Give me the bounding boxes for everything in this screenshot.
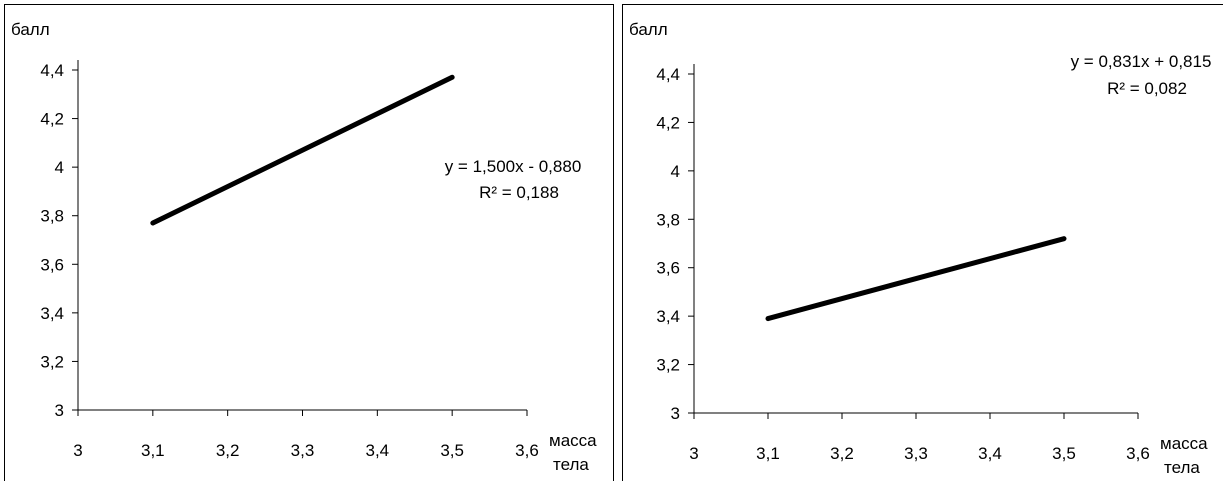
y-tick-label: 4 — [55, 158, 64, 177]
x-axis-title-line2: тела — [553, 455, 589, 474]
y-tick-label: 4,2 — [40, 110, 64, 129]
y-axis-title: балл — [11, 20, 50, 39]
y-tick-label: 3,8 — [40, 207, 64, 226]
x-tick-label: 3,1 — [756, 444, 780, 463]
y-tick-label: 3 — [671, 404, 680, 423]
x-tick-label: 3,2 — [216, 441, 240, 460]
x-tick-label: 3 — [73, 441, 82, 460]
x-tick-label: 3,6 — [1126, 444, 1150, 463]
y-tick-label: 3,2 — [656, 356, 680, 375]
r-squared-label: R² = 0,082 — [1107, 79, 1187, 98]
y-tick-label: 4,4 — [40, 61, 64, 80]
chart-panel-right: 3 3,2 3,4 3,6 3,8 4 4,2 4,4 3 3,1 3,2 3,3 3,4 3,5 3,6 б… — [622, 4, 1223, 481]
x-tick-label: 3,5 — [1052, 444, 1076, 463]
y-tick-label: 3,6 — [656, 259, 680, 278]
x-tick-label: 3 — [689, 444, 698, 463]
x-tick-label: 3,4 — [978, 444, 1002, 463]
y-axis-title: балл — [629, 20, 668, 39]
x-axis-title-line2: тела — [1164, 458, 1200, 477]
x-tick-label: 3,1 — [141, 441, 165, 460]
chart-right-svg: 3 3,2 3,4 3,6 3,8 4 4,2 4,4 3 3,1 3,2 3,3 3,4 3,5 3,6 б… — [629, 20, 1212, 477]
y-tick-label: 3,6 — [40, 255, 64, 274]
trendline-equation: y = 0,831x + 0,815 — [1071, 52, 1212, 71]
chart-panel-left: 3 3,2 3,4 3,6 3,8 4 4,2 4,4 3 3,1 3,2 3,3 3,4 3,5 3,6 б… — [4, 4, 614, 481]
y-tick-label: 4 — [671, 162, 680, 181]
y-tick-label: 4,2 — [656, 113, 680, 132]
x-tick-label: 3,6 — [515, 441, 539, 460]
y-tick-label: 3,4 — [656, 307, 680, 326]
x-tick-label: 3,3 — [291, 441, 315, 460]
y-tick-label: 3,4 — [40, 304, 64, 323]
x-tick-label: 3,5 — [440, 441, 464, 460]
r-squared-label: R² = 0,188 — [479, 183, 559, 202]
x-axis-title-line1: масса — [549, 431, 597, 450]
y-tick-label: 3 — [55, 401, 64, 420]
x-tick-label: 3,2 — [830, 444, 854, 463]
x-tick-label: 3,3 — [904, 444, 928, 463]
x-axis-title-line1: масса — [1160, 434, 1208, 453]
trend-line — [765, 236, 1067, 322]
y-tick-label: 3,8 — [656, 210, 680, 229]
trendline-equation: y = 1,500x - 0,880 — [445, 157, 582, 176]
y-tick-label: 4,4 — [656, 65, 680, 84]
trend-line — [150, 74, 455, 226]
y-tick-label: 3,2 — [40, 352, 64, 371]
chart-left-svg: 3 3,2 3,4 3,6 3,8 4 4,2 4,4 3 3,1 3,2 3,3 3,4 3,5 3,6 б… — [11, 20, 597, 474]
x-tick-label: 3,4 — [366, 441, 390, 460]
